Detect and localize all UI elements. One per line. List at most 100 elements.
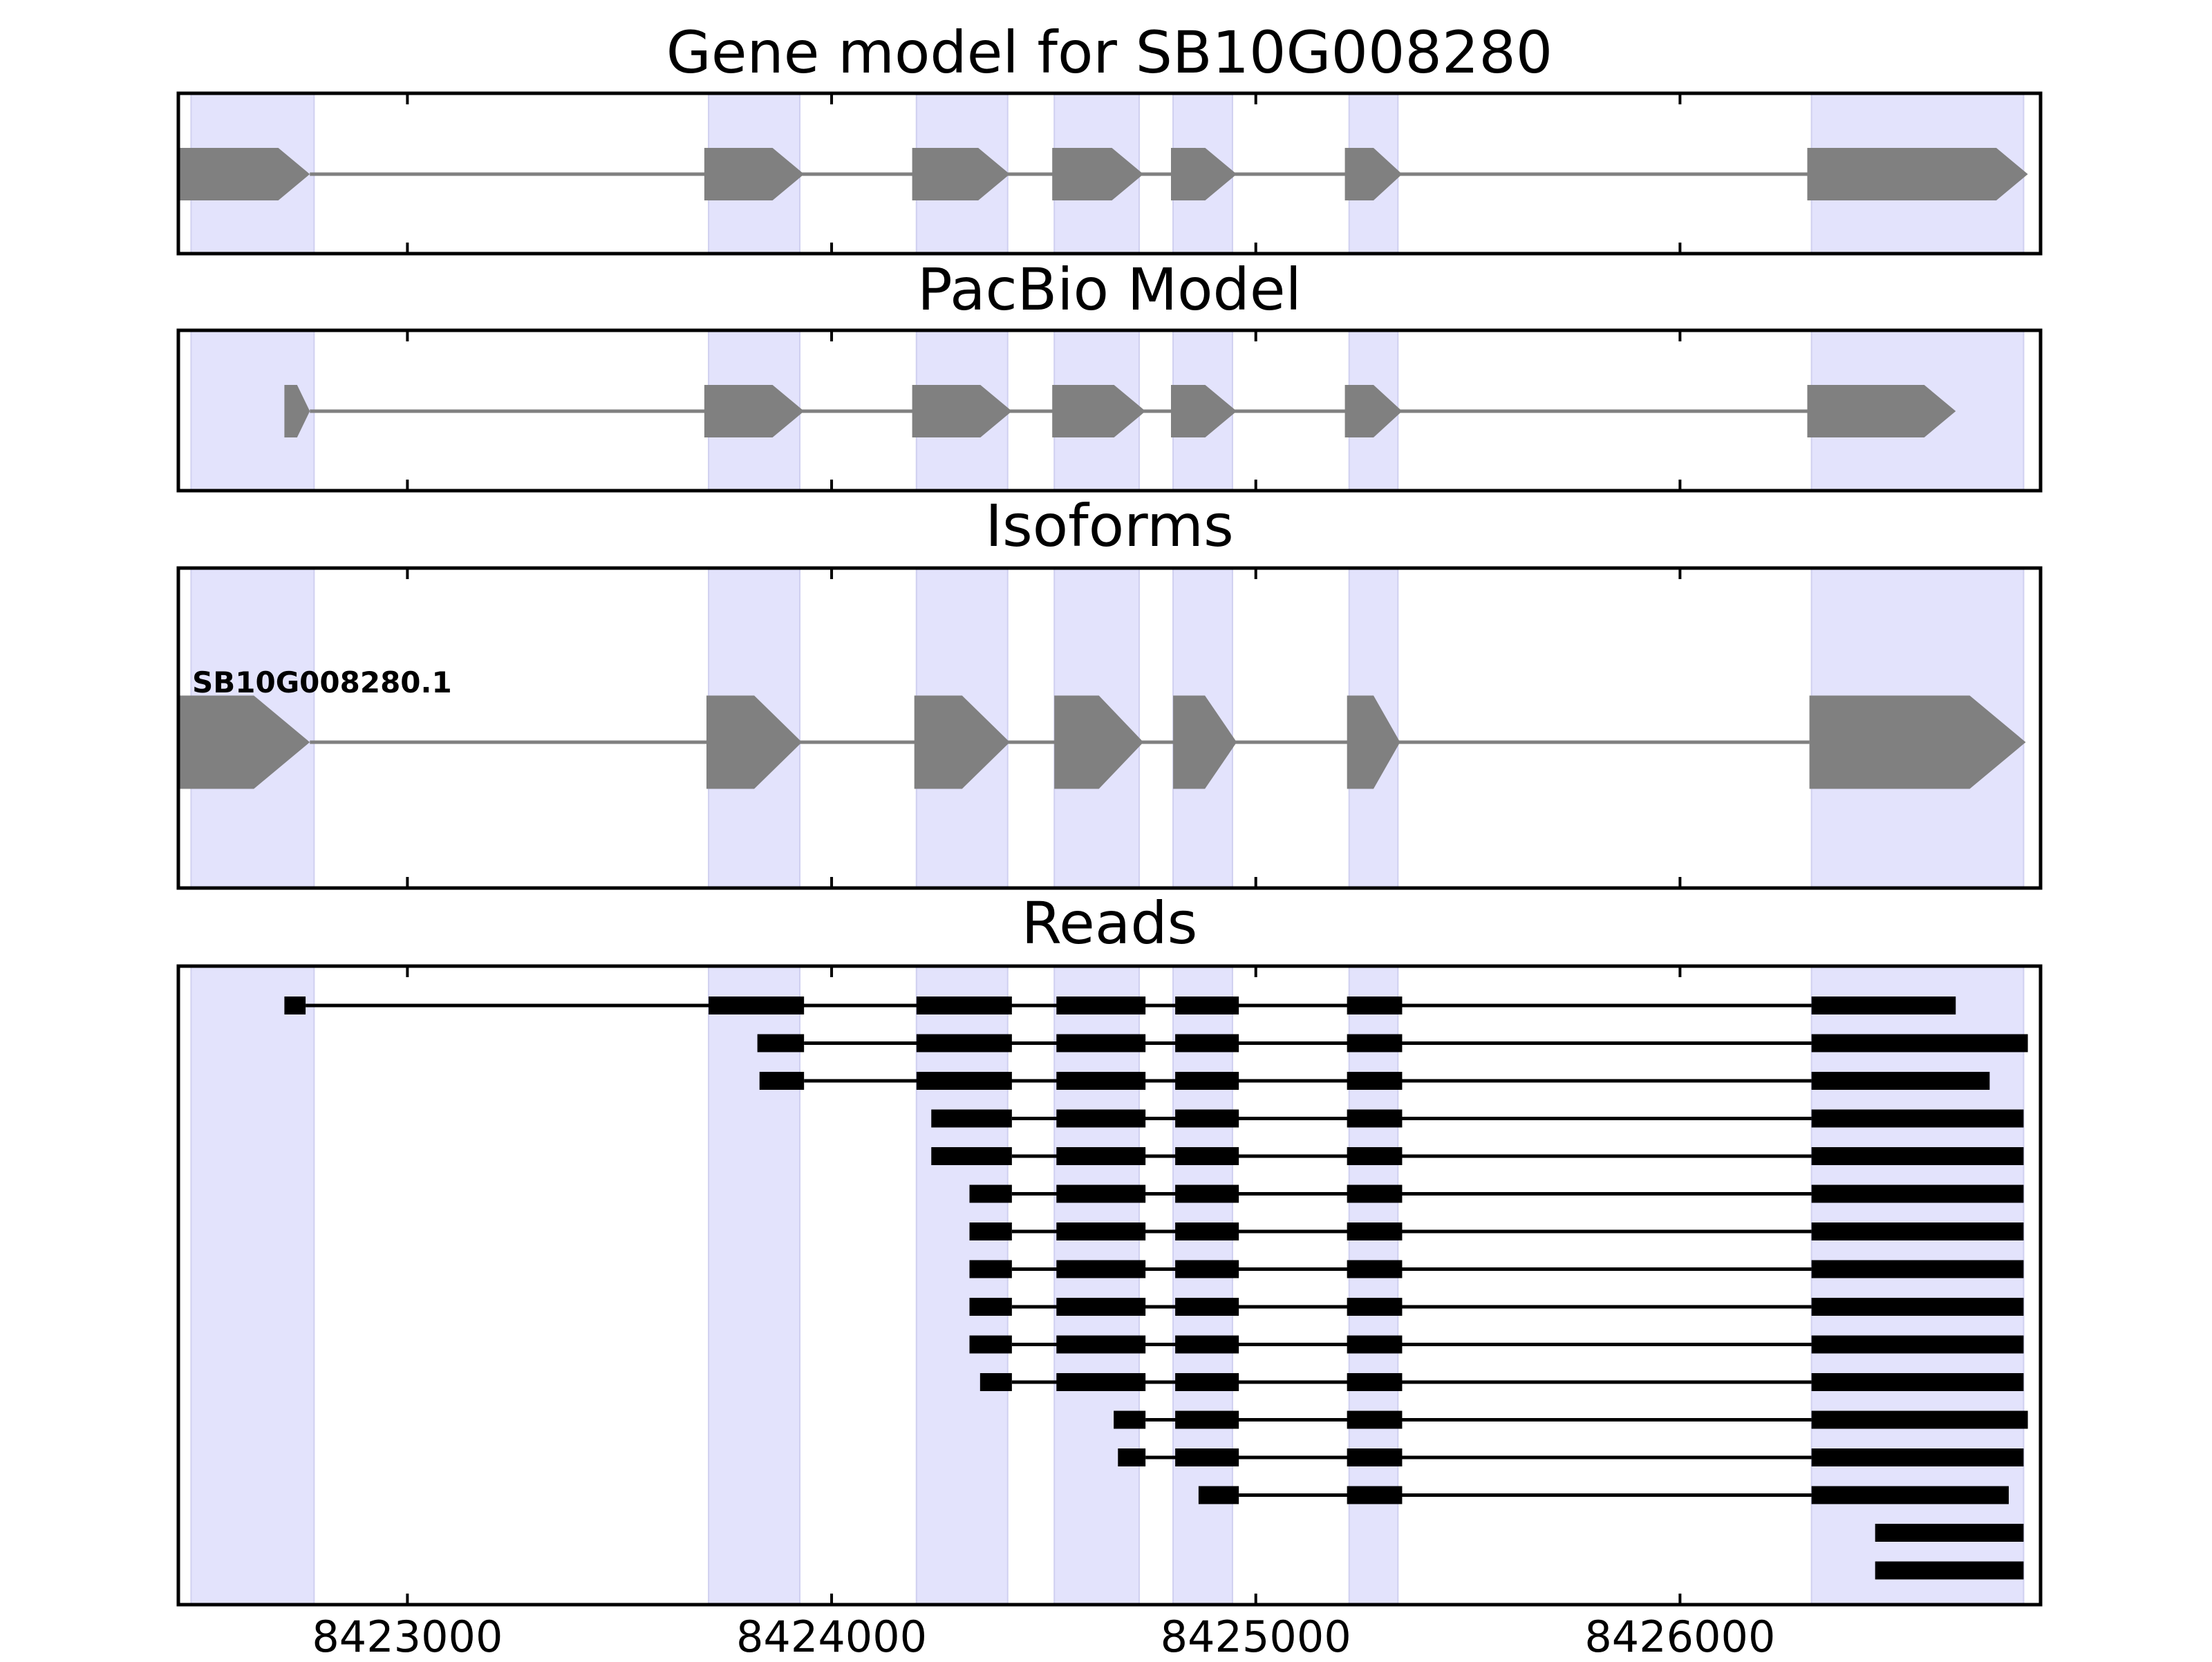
read-13 xyxy=(1118,1448,2024,1466)
panel-1-exon-4 xyxy=(1052,148,1144,200)
panel-2-title: PacBio Model xyxy=(917,256,1302,323)
read-block xyxy=(916,1072,1012,1090)
read-2 xyxy=(757,1034,2028,1052)
exon-highlight-band xyxy=(708,965,801,1605)
read-block xyxy=(1347,1298,1403,1316)
panel-2-exon-1 xyxy=(284,385,310,437)
read-block xyxy=(916,1034,1012,1052)
read-8 xyxy=(969,1260,2024,1278)
read-block xyxy=(1175,1410,1239,1429)
x-tick-label: 8423000 xyxy=(312,1612,503,1659)
read-12 xyxy=(1114,1410,2028,1429)
isoform-1-exon-5 xyxy=(1173,695,1237,789)
read-block xyxy=(969,1184,1012,1203)
panel-2-exon-7 xyxy=(1807,385,1956,437)
isoform-1-exon-3 xyxy=(914,695,1010,789)
read-block xyxy=(1114,1410,1146,1429)
read-block xyxy=(1347,1335,1403,1354)
read-block xyxy=(969,1335,1012,1354)
isoform-1-exon-6 xyxy=(1347,695,1400,789)
read-9 xyxy=(969,1298,2024,1316)
read-block xyxy=(1811,1298,2024,1316)
read-block xyxy=(1056,1147,1146,1165)
exon-highlight-band xyxy=(1172,965,1233,1605)
read-block xyxy=(1056,1222,1146,1240)
panel-4: Reads xyxy=(176,889,2043,1607)
read-block xyxy=(969,1260,1012,1278)
panel-2-exon-4 xyxy=(1052,385,1146,437)
read-block xyxy=(1347,1410,1403,1429)
panel-1-exon-5 xyxy=(1171,148,1237,200)
read-block xyxy=(1056,1184,1146,1203)
read-block xyxy=(980,1373,1012,1391)
read-6 xyxy=(969,1184,2024,1203)
read-15 xyxy=(1875,1524,2024,1542)
read-block xyxy=(931,1109,1012,1128)
panel-1-exon-3 xyxy=(912,148,1010,200)
read-block xyxy=(1811,1072,1990,1090)
x-tick-label: 8424000 xyxy=(736,1612,927,1659)
read-block xyxy=(916,997,1012,1014)
panel-2: PacBio Model xyxy=(176,256,2043,493)
read-10 xyxy=(969,1335,2024,1354)
panel-1-exon-7 xyxy=(1807,148,2028,200)
read-14 xyxy=(1198,1486,2009,1504)
read-block xyxy=(284,997,306,1014)
panel-2-exon-3 xyxy=(912,385,1012,437)
read-block xyxy=(1875,1561,2024,1580)
read-block xyxy=(1811,1486,2009,1504)
panel-2-exon-5 xyxy=(1171,385,1237,437)
read-block xyxy=(1175,1147,1239,1165)
panel-3-title: Isoforms xyxy=(985,492,1234,560)
read-block xyxy=(1347,997,1403,1014)
read-block xyxy=(1175,1109,1239,1128)
read-block xyxy=(1811,1109,2024,1128)
read-block xyxy=(709,997,805,1014)
read-block xyxy=(1811,1222,2024,1240)
read-block xyxy=(1347,1072,1403,1090)
read-block xyxy=(1811,1448,2024,1466)
read-block xyxy=(1175,1184,1239,1203)
read-block xyxy=(1175,1222,1239,1240)
read-block xyxy=(1347,1260,1403,1278)
read-block xyxy=(1175,1448,1239,1466)
read-block xyxy=(1056,1335,1146,1354)
panel-frame xyxy=(176,91,2043,256)
read-block xyxy=(1056,1260,1146,1278)
isoform-1-exon-4 xyxy=(1054,695,1144,789)
panel-1-title: Gene model for SB10G008280 xyxy=(666,19,1553,86)
read-block xyxy=(1175,1072,1239,1090)
read-block xyxy=(1811,1410,2028,1429)
read-block xyxy=(1175,1260,1239,1278)
read-block xyxy=(1347,1373,1403,1391)
x-tick-label: 8426000 xyxy=(1584,1612,1775,1659)
read-block xyxy=(1347,1109,1403,1128)
read-block xyxy=(1056,1298,1146,1316)
exon-highlight-band xyxy=(915,965,1009,1605)
panel-1-exon-1 xyxy=(178,148,310,200)
read-16 xyxy=(1875,1561,2024,1580)
read-block xyxy=(1175,1034,1239,1052)
isoform-label: SB10G008280.1 xyxy=(192,665,452,699)
read-block xyxy=(1056,1109,1146,1128)
panel-frame xyxy=(176,964,2043,1607)
read-block xyxy=(1175,1298,1239,1316)
exon-highlight-band xyxy=(1053,965,1140,1605)
panel-2-exon-6 xyxy=(1344,385,1403,437)
read-block xyxy=(1875,1524,2024,1542)
read-11 xyxy=(980,1373,2024,1391)
panel-2-exon-2 xyxy=(704,385,805,437)
read-block xyxy=(1056,1034,1146,1052)
read-block xyxy=(1175,1335,1239,1354)
isoform-1-exon-2 xyxy=(706,695,803,789)
read-block xyxy=(1347,1147,1403,1165)
read-3 xyxy=(759,1072,1990,1090)
read-block xyxy=(1347,1034,1403,1052)
read-block xyxy=(1811,1335,2024,1354)
read-block xyxy=(1056,997,1146,1014)
panel-3: Isoforms SB10G008280.1 xyxy=(176,492,2043,890)
read-block xyxy=(1347,1486,1403,1504)
read-7 xyxy=(969,1222,2024,1240)
